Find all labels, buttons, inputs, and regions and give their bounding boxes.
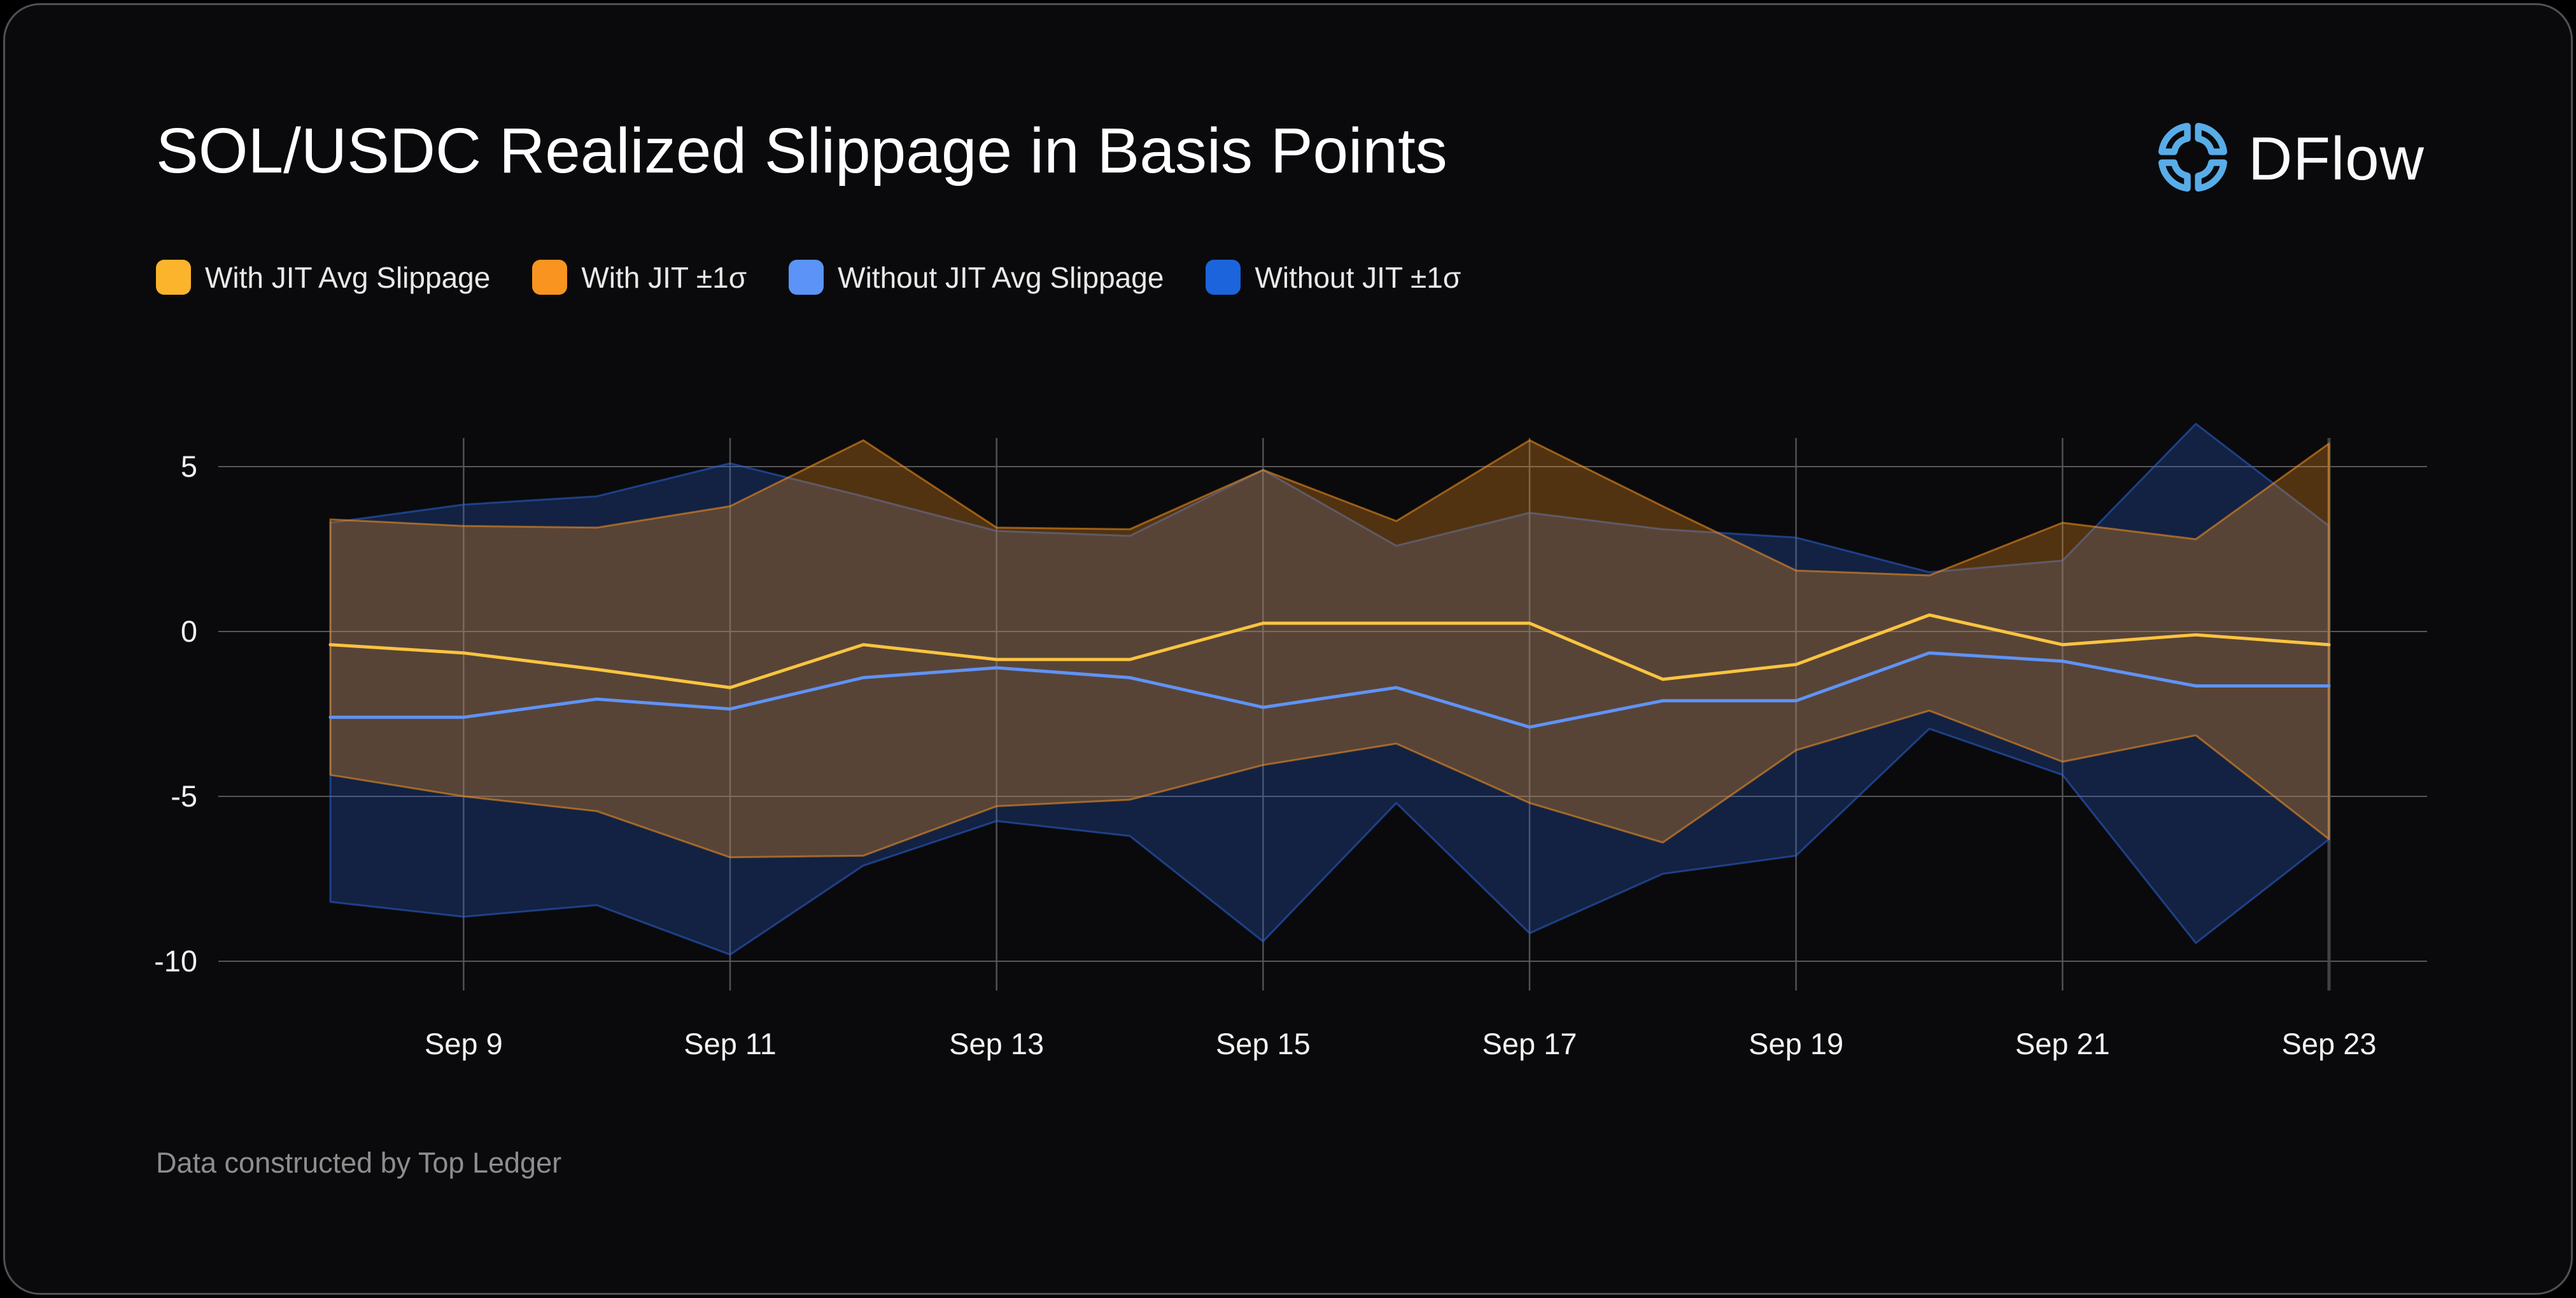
chart-legend: With JIT Avg Slippage With JIT ±1σ Without… bbox=[156, 260, 1461, 295]
x-tick-label: Sep 11 bbox=[684, 1027, 776, 1061]
x-tick-label: Sep 23 bbox=[2282, 1027, 2377, 1061]
y-tick-label: 0 bbox=[181, 614, 197, 648]
legend-item[interactable]: With JIT ±1σ bbox=[532, 260, 747, 295]
legend-item[interactable]: Without JIT Avg Slippage bbox=[789, 260, 1164, 295]
legend-item[interactable]: With JIT Avg Slippage bbox=[156, 260, 490, 295]
slippage-chart: 5 0 -5 -10 Sep 9 Sep 11 Sep 13 Sep 15 Sep 17 Sep … bbox=[154, 423, 2427, 1061]
page-title: SOL/USDC Realized Slippage in Basis Poin… bbox=[156, 115, 1447, 187]
x-tick-label: Sep 21 bbox=[2015, 1027, 2110, 1061]
legend-item-label: With JIT Avg Slippage bbox=[205, 260, 491, 294]
chart-card: SOL/USDC Realized Slippage in Basis Poin… bbox=[3, 3, 2573, 1295]
x-tick-label: Sep 9 bbox=[425, 1027, 503, 1061]
line-with-jit-avg bbox=[328, 613, 2331, 689]
y-tick-label: 5 bbox=[181, 449, 197, 483]
dflow-logo-icon bbox=[2154, 118, 2232, 199]
legend-swatch bbox=[789, 260, 824, 295]
x-tick-label: Sep 15 bbox=[1216, 1027, 1311, 1061]
y-tick-label: -5 bbox=[171, 779, 197, 813]
legend-swatch bbox=[532, 260, 568, 295]
legend-item-label: Without JIT Avg Slippage bbox=[838, 260, 1164, 294]
brand-name: DFlow bbox=[2248, 124, 2425, 193]
y-tick-label: -10 bbox=[154, 944, 197, 978]
line-without-jit-avg bbox=[328, 651, 2331, 729]
legend-swatch bbox=[156, 260, 191, 295]
x-tick-label: Sep 17 bbox=[1482, 1027, 1577, 1061]
legend-swatch bbox=[1206, 260, 1241, 295]
legend-item-label: With JIT ±1σ bbox=[581, 260, 747, 294]
x-tick-label: Sep 19 bbox=[1749, 1027, 1843, 1061]
x-tick-label: Sep 13 bbox=[949, 1027, 1044, 1061]
data-credit: Data constructed by Top Ledger bbox=[156, 1146, 562, 1179]
legend-item-label: Without JIT ±1σ bbox=[1255, 260, 1461, 294]
brand-logo: DFlow bbox=[2154, 118, 2425, 199]
legend-item[interactable]: Without JIT ±1σ bbox=[1206, 260, 1461, 295]
band-with-jit bbox=[329, 439, 2330, 859]
